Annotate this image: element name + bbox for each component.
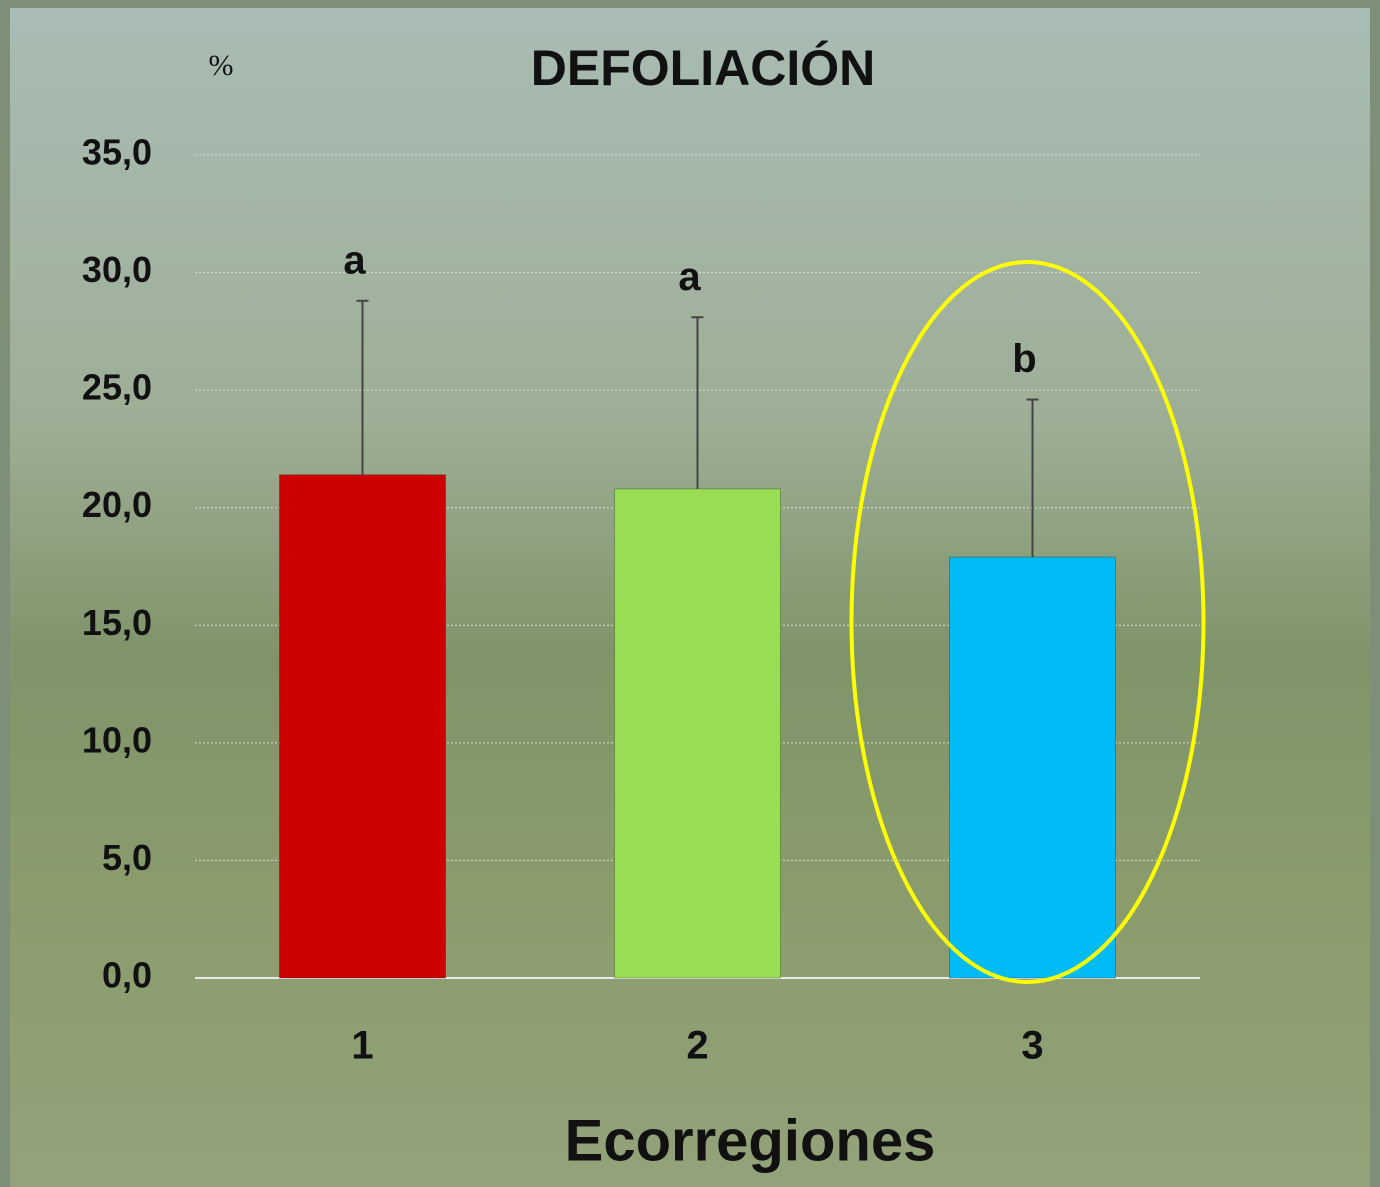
y-tick-label: 35,0 — [82, 132, 152, 173]
bar — [949, 556, 1116, 979]
annotation: a — [343, 238, 366, 282]
y-tick-label: 5,0 — [102, 837, 152, 878]
y-tick-label: 25,0 — [82, 367, 152, 408]
chart-title: DEFOLIACIÓN — [531, 40, 875, 96]
y-axis-label: % — [209, 49, 234, 82]
y-tick-label: 30,0 — [82, 249, 152, 290]
annotation: a — [678, 255, 701, 299]
x-axis-label: Ecorregiones — [565, 1108, 936, 1173]
y-tick-label: 0,0 — [102, 955, 152, 996]
x-tick-label: 1 — [351, 1024, 373, 1068]
y-tick-label: 20,0 — [82, 484, 152, 525]
x-tick-label: 3 — [1021, 1024, 1043, 1068]
x-tick-label: 2 — [686, 1024, 708, 1068]
y-tick-label: 15,0 — [82, 602, 152, 643]
bar — [279, 474, 446, 979]
annotation: b — [1012, 337, 1036, 381]
y-tick-label: 10,0 — [82, 719, 152, 760]
highlight-ellipse — [849, 260, 1206, 984]
bar — [614, 488, 781, 979]
